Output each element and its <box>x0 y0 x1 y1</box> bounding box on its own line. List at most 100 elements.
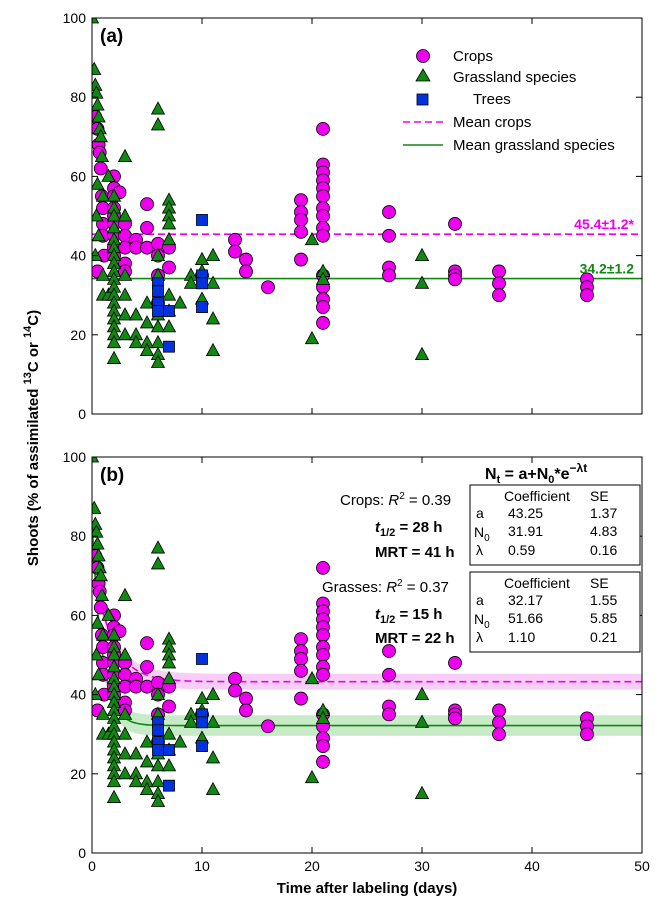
grassland-point <box>92 666 106 681</box>
legend-grassland-marker <box>415 68 431 82</box>
crop-point <box>294 691 308 706</box>
equation-exponent: −λt <box>570 461 588 475</box>
crops-table-se-lambda: 0.16 <box>590 542 617 558</box>
panel-a-plot-area <box>92 233 642 280</box>
grassland-point <box>150 758 166 772</box>
y-tick-label: 0 <box>78 406 86 422</box>
grassland-point <box>194 251 210 265</box>
crops-table-coef-a: 43.25 <box>508 505 543 521</box>
grassland-point <box>92 524 104 538</box>
grassland-point <box>414 714 430 728</box>
y-tick-label: 80 <box>70 528 86 544</box>
tree-point <box>152 724 164 737</box>
crop-point <box>228 244 242 259</box>
mean-grassland-label: 34.2±1.2 <box>580 261 635 277</box>
crops-r2: Crops: R2 = 0.39 <box>340 491 451 509</box>
crop-point <box>580 727 594 742</box>
equation-t-sub: t <box>497 474 501 486</box>
equation-exp-base: *e <box>554 466 569 483</box>
grassland-point <box>101 607 116 621</box>
grassland-point <box>150 556 166 570</box>
crop-point <box>382 268 396 283</box>
grassland-point <box>414 247 430 261</box>
tree-point <box>163 779 175 792</box>
crop-point <box>316 628 330 643</box>
grasses-r2-sq: 2 <box>397 578 403 589</box>
crop-point <box>448 217 462 231</box>
grassland-point <box>106 334 122 349</box>
grasses-half-life-sub: 1/2 <box>380 614 395 626</box>
crops-table-n0-sub: 0 <box>484 533 490 544</box>
crop-point <box>294 632 308 647</box>
panel-a-ticks: 0 20 40 60 80 100 <box>63 10 643 422</box>
crop-point <box>316 739 330 753</box>
crop-point <box>382 644 396 658</box>
grasses-table-se-a: 1.55 <box>590 592 617 608</box>
legend-grassland-label: Grassland species <box>453 69 576 86</box>
crop-point <box>261 280 275 295</box>
grassland-point <box>304 769 320 784</box>
crop-point <box>239 252 253 267</box>
grassland-point <box>92 615 105 629</box>
grasses-half-life-val: = 15 h <box>395 606 442 623</box>
grassland-point <box>150 117 166 131</box>
crop-point <box>294 213 308 227</box>
grassland-point <box>161 319 177 333</box>
grasses-coef-table: Coefficient SE a 32.17 1.55 N0 51.66 5.8… <box>469 571 641 653</box>
panel-b-label: (b) <box>100 465 124 486</box>
legend-mean-grassland-label: Mean grassland species <box>453 137 615 154</box>
grassland-point <box>106 350 122 364</box>
crops-table-se-a: 1.37 <box>590 505 617 521</box>
grassland-point <box>92 500 102 514</box>
crops-half-life: t1/2 = 28 h <box>375 519 442 539</box>
crops-table-coef-n0: 31.91 <box>508 523 543 539</box>
crop-point <box>140 220 154 235</box>
crops-half-life-val: = 28 h <box>395 519 442 536</box>
grasses-r2: Grasses: R2 = 0.37 <box>322 578 449 596</box>
grassland-point <box>205 714 221 728</box>
crops-table-header-coef: Coefficient <box>504 488 570 504</box>
crop-point <box>492 276 506 291</box>
crop-point <box>316 121 330 136</box>
grassland-point <box>94 587 110 601</box>
crops-r2-label: Crops: <box>340 492 388 509</box>
grassland-point <box>92 18 100 24</box>
crops-r2-R: R <box>388 492 399 509</box>
crop-point <box>492 715 506 730</box>
grassland-point <box>117 587 133 601</box>
y-axis-title-text-1: Shoots (% of assimilated <box>25 384 42 566</box>
grassland-point <box>128 307 144 321</box>
grassland-point <box>172 295 188 309</box>
grassland-point <box>161 231 177 246</box>
grassland-point <box>92 97 105 111</box>
crop-point <box>93 161 108 176</box>
grassland-point <box>95 706 111 720</box>
crops-table-param-lambda: λ <box>476 542 483 558</box>
crops-table-param-n0: N0 <box>474 524 490 544</box>
crop-point <box>492 703 506 718</box>
crop-point <box>316 228 330 243</box>
grassland-point <box>95 267 111 281</box>
grassland-point <box>205 781 221 796</box>
grassland-point <box>117 726 133 740</box>
crops-r2-sq: 2 <box>399 491 405 502</box>
grassland-point <box>117 287 133 301</box>
crop-point <box>294 252 308 267</box>
y-tick-label: 20 <box>70 766 86 782</box>
y-tick-label: 40 <box>70 687 86 703</box>
grassland-point <box>205 275 221 289</box>
crop-point <box>492 264 506 279</box>
grasses-fit-curve <box>92 520 642 727</box>
grassland-point <box>161 287 177 301</box>
grassland-point <box>117 765 133 780</box>
grassland-point <box>117 706 133 720</box>
crop-point <box>448 656 462 670</box>
grassland-point <box>139 754 155 768</box>
crop-point <box>140 659 154 674</box>
grassland-point <box>93 128 108 143</box>
legend-crops-label: Crops <box>453 48 493 65</box>
panel-a: 0 20 40 60 80 100 (a) 45.4±1.2* 34.2±1.2 Crop… <box>63 10 643 422</box>
mean-crops-label: 45.4±1.2* <box>574 216 634 232</box>
legend-crops-marker <box>416 49 430 63</box>
y-tick-label: 60 <box>70 607 86 623</box>
